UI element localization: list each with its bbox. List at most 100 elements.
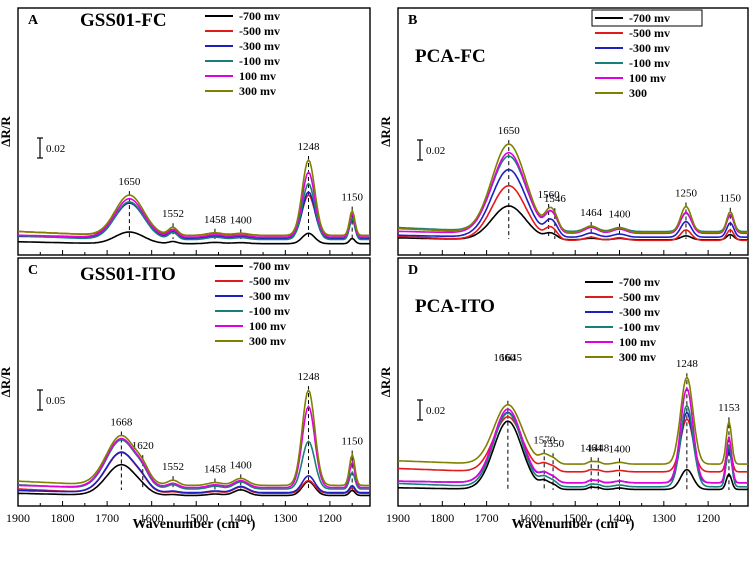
series-line-5 — [18, 388, 370, 487]
y-axis-label: ΔR/R — [378, 366, 393, 397]
series-line-3 — [398, 403, 748, 488]
panel-letter: A — [28, 13, 39, 28]
peak-label: 1150 — [719, 193, 741, 205]
legend-label: 300 mv — [619, 350, 656, 364]
peak-label: 1400 — [230, 214, 253, 226]
series-line-5 — [397, 375, 748, 465]
peak-label: 1546 — [544, 193, 567, 205]
panel-letter: B — [408, 13, 417, 28]
x-tick-label: 1600 — [140, 511, 164, 525]
x-tick-label: 1300 — [652, 511, 676, 525]
series-line-5 — [397, 143, 748, 234]
peak-label: 1668 — [110, 416, 133, 428]
peak-label: 1150 — [341, 436, 363, 448]
peak-label: 1248 — [676, 358, 699, 370]
plot-frame — [17, 7, 371, 256]
x-tick-label: 1400 — [608, 511, 632, 525]
peak-label: 1552 — [162, 461, 184, 473]
series-line-4 — [397, 386, 748, 484]
legend-label: -300 mv — [629, 41, 670, 55]
legend-label: 300 mv — [249, 334, 286, 348]
legend-label: 100 mv — [629, 71, 666, 85]
peak-label: 1400 — [609, 209, 632, 221]
panel-c: 1900 1800 1700 1600 1500 1400 1300 1200 1668 1620… — [0, 257, 371, 532]
y-axis-label: ΔR/R — [0, 366, 13, 397]
series-line-4 — [18, 404, 370, 489]
scale-bar-label: 0.02 — [426, 145, 445, 157]
peak-label: 1458 — [204, 464, 227, 476]
peak-label: 1570 — [533, 434, 556, 446]
x-axis-label: Wavenumber (cm⁻¹) — [512, 517, 635, 532]
panel-letter: D — [408, 263, 418, 278]
y-axis-label: ΔR/R — [378, 116, 393, 147]
x-tick-label: 1500 — [184, 511, 208, 525]
peak-label: 1660 — [493, 352, 516, 364]
peak-label: 1464 — [580, 207, 603, 219]
legend-label: 300 — [629, 86, 647, 100]
panel-title: PCA-ITO — [415, 296, 495, 317]
x-tick-label: 1200 — [318, 511, 342, 525]
peak-label: 1250 — [675, 188, 698, 200]
series-line-1 — [397, 184, 748, 242]
peak-label: 1650 — [498, 125, 521, 137]
peak-label: 1150 — [341, 192, 363, 204]
series-line-2 — [17, 451, 370, 494]
legend-label: -100 mv — [239, 54, 280, 68]
legend-label: -500 mv — [629, 26, 670, 40]
x-tick-label: 1800 — [430, 511, 454, 525]
panel-a: 1650 1552 1458 1400 1248 1150 A GSS01-FC -700 mv… — [0, 7, 371, 256]
x-tick-label: 1700 — [475, 511, 499, 525]
x-tick-label: 1900 — [6, 511, 30, 525]
peak-label: 1464 — [580, 442, 603, 454]
scale-bar-label: 0.05 — [46, 395, 66, 407]
plot-frame — [397, 7, 749, 256]
x-tick-label: 1300 — [273, 511, 297, 525]
peak-label: 1650 — [118, 176, 141, 188]
peak-label: 1620 — [132, 440, 155, 452]
x-tick-label: 1800 — [51, 511, 75, 525]
plot-frame — [397, 257, 749, 507]
legend-label: 300 mv — [239, 84, 276, 98]
legend-label: -300 mv — [249, 289, 290, 303]
panel-letter: C — [28, 263, 38, 278]
panel-title: PCA-FC — [415, 46, 486, 67]
peak-label: 1153 — [718, 402, 740, 414]
panel-d: 1900 1800 1700 1600 1500 1400 1300 1200 15701550… — [378, 257, 749, 532]
peak-label: 1248 — [298, 371, 321, 383]
peak-label: 1400 — [609, 443, 632, 455]
x-tick-label: 1500 — [563, 511, 587, 525]
x-tick-label: 1700 — [95, 511, 119, 525]
x-tick-label: 1900 — [386, 511, 410, 525]
x-axis-label: Wavenumber (cm⁻¹) — [133, 517, 256, 532]
legend-label: -100 mv — [629, 56, 670, 70]
peak-label: 1560 — [538, 189, 561, 201]
legend-label: 100 mv — [619, 335, 656, 349]
legend-label: -100 mv — [249, 304, 290, 318]
peak-label: 1458 — [204, 214, 227, 226]
series-line-1 — [397, 415, 748, 473]
legend-label: -500 mv — [239, 24, 280, 38]
peak-label: 1645 — [500, 352, 523, 364]
legend-label: -700 mv — [629, 11, 670, 25]
peak-label: 1400 — [230, 459, 253, 471]
legend-label: -500 mv — [249, 274, 290, 288]
series-line-2 — [397, 168, 748, 238]
series-line-0 — [397, 420, 748, 491]
x-tick-label: 1200 — [696, 511, 720, 525]
series-line-4 — [17, 170, 370, 238]
legend-label: -100 mv — [619, 320, 660, 334]
peak-label: 1550 — [542, 438, 565, 450]
x-tick-label: 1600 — [519, 511, 543, 525]
legend-label: 100 mv — [249, 319, 286, 333]
series-line-0 — [17, 231, 370, 245]
peak-label: 1552 — [162, 208, 184, 220]
legend-label: -700 mv — [249, 259, 290, 273]
panel-title: GSS01-ITO — [80, 264, 176, 285]
legend-highlight-box — [591, 9, 703, 27]
series-line-3 — [17, 182, 370, 241]
plot-frame — [17, 257, 371, 507]
peak-label: 1248 — [298, 141, 321, 153]
legend-label: -700 mv — [619, 275, 660, 289]
